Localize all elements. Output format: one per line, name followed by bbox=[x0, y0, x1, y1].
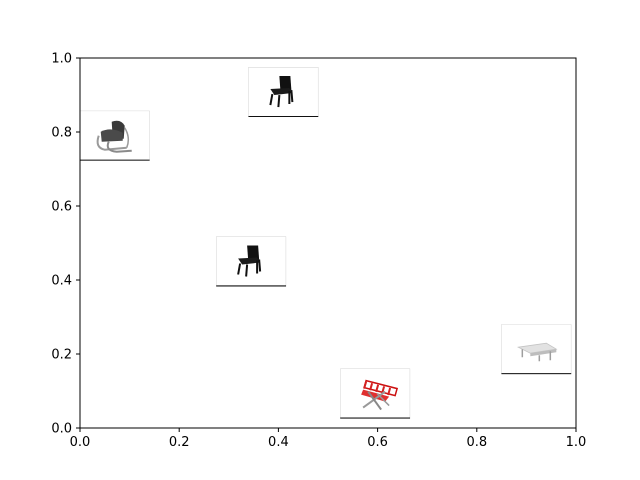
x-tick-label: 0.0 bbox=[70, 435, 91, 450]
x-axis: 0.0 0.2 0.4 0.6 0.8 1.0 bbox=[70, 428, 587, 450]
red-folding-chair-icon bbox=[340, 368, 411, 419]
y-tick-label: 0.0 bbox=[51, 422, 72, 437]
black-chair-icon bbox=[248, 67, 319, 118]
y-tick-label: 0.4 bbox=[51, 274, 72, 289]
y-tick-label: 0.8 bbox=[51, 126, 72, 141]
black-chair-icon bbox=[216, 236, 287, 287]
x-tick-label: 0.2 bbox=[169, 435, 190, 450]
white-bench-icon bbox=[501, 324, 572, 375]
y-tick-label: 0.2 bbox=[51, 348, 72, 363]
plot-frame bbox=[79, 57, 577, 429]
dark-armchair-chrome-frame-icon bbox=[79, 110, 150, 161]
thumbnail-markers bbox=[79, 67, 572, 419]
y-axis: 0.0 0.2 0.4 0.6 0.8 1.0 bbox=[51, 52, 80, 437]
y-tick-label: 0.6 bbox=[51, 200, 72, 215]
x-tick-label: 0.4 bbox=[268, 435, 289, 450]
x-tick-label: 0.8 bbox=[466, 435, 487, 450]
y-tick-label: 1.0 bbox=[51, 52, 72, 67]
x-tick-label: 1.0 bbox=[566, 435, 587, 450]
x-tick-label: 0.6 bbox=[367, 435, 388, 450]
